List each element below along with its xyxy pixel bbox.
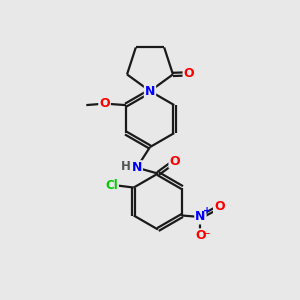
Text: O: O bbox=[184, 67, 194, 80]
Text: N: N bbox=[145, 85, 155, 98]
Text: N: N bbox=[195, 211, 206, 224]
Text: ⁻: ⁻ bbox=[204, 230, 210, 243]
Text: N: N bbox=[132, 161, 142, 174]
Text: O: O bbox=[214, 200, 225, 214]
Text: O: O bbox=[99, 97, 110, 110]
Text: O: O bbox=[169, 155, 180, 168]
Text: H: H bbox=[121, 160, 130, 173]
Text: Cl: Cl bbox=[105, 179, 118, 192]
Text: +: + bbox=[203, 206, 211, 215]
Text: O: O bbox=[195, 229, 206, 242]
